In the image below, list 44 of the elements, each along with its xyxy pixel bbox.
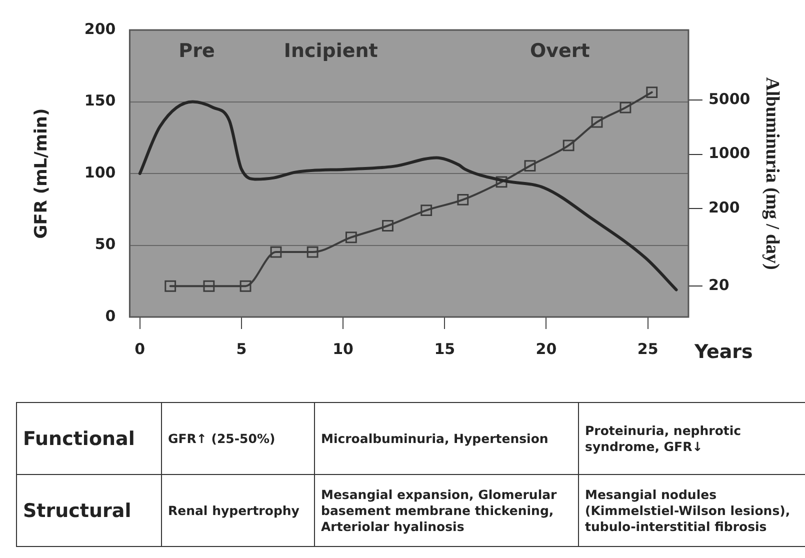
text: Proteinuria, nephrotic syndrome, GFR↓ — [578, 402, 805, 474]
y-axis-title: GFR (mL/min) — [32, 108, 52, 239]
x-tick-label: 20 — [536, 340, 557, 358]
y-tick-label: 50 — [94, 235, 116, 254]
point — [203, 280, 215, 292]
x-tick-label: 5 — [236, 340, 247, 358]
y2-axis-title: Albuminuria (mg / day) — [762, 77, 783, 270]
point — [646, 86, 658, 98]
text: Microalbuminuria, Hypertension — [314, 402, 578, 474]
y2-tick-label: 5000 — [708, 90, 750, 108]
x-axis-title: Years — [693, 340, 753, 363]
annotation: Incipient — [284, 40, 378, 62]
text: Mesangial expansion, Glomerular basement membrane thickening, Arteriolar hyalinosis — [314, 474, 578, 546]
point — [306, 246, 318, 258]
point — [345, 232, 357, 244]
point — [457, 194, 469, 206]
text: GFR↑ (25-50%) — [162, 402, 314, 474]
y-tick-label: 100 — [84, 163, 116, 182]
point — [620, 102, 632, 114]
point — [240, 280, 252, 292]
point — [562, 140, 574, 152]
point — [164, 280, 176, 292]
point — [591, 116, 603, 128]
y-tick-label: 200 — [84, 20, 116, 38]
point — [496, 176, 508, 188]
text: Structural — [16, 474, 162, 546]
point — [382, 220, 394, 232]
y2-tick-label: 20 — [708, 276, 730, 294]
text: Renal hypertrophy — [162, 474, 314, 546]
annotation: Overt — [530, 40, 590, 62]
point — [524, 160, 536, 172]
y2-tick-label: 200 — [708, 198, 740, 216]
text: Mesangial nodules (Kimmelstiel-Wilson lesions), tubulo-interstitial fibrosis — [578, 474, 805, 546]
text: Functional — [16, 402, 162, 474]
y-tick-label: 150 — [84, 92, 116, 110]
x-tick-label: 15 — [434, 340, 456, 358]
x-tick-label: 10 — [332, 340, 354, 358]
y-tick-label: 0 — [105, 306, 116, 325]
x-tick-label: 0 — [134, 340, 146, 358]
y2-tick-label: 1000 — [708, 144, 750, 162]
annotation: Pre — [178, 40, 215, 62]
point — [420, 204, 432, 216]
point — [270, 246, 282, 258]
x-tick-label: 25 — [637, 340, 658, 358]
